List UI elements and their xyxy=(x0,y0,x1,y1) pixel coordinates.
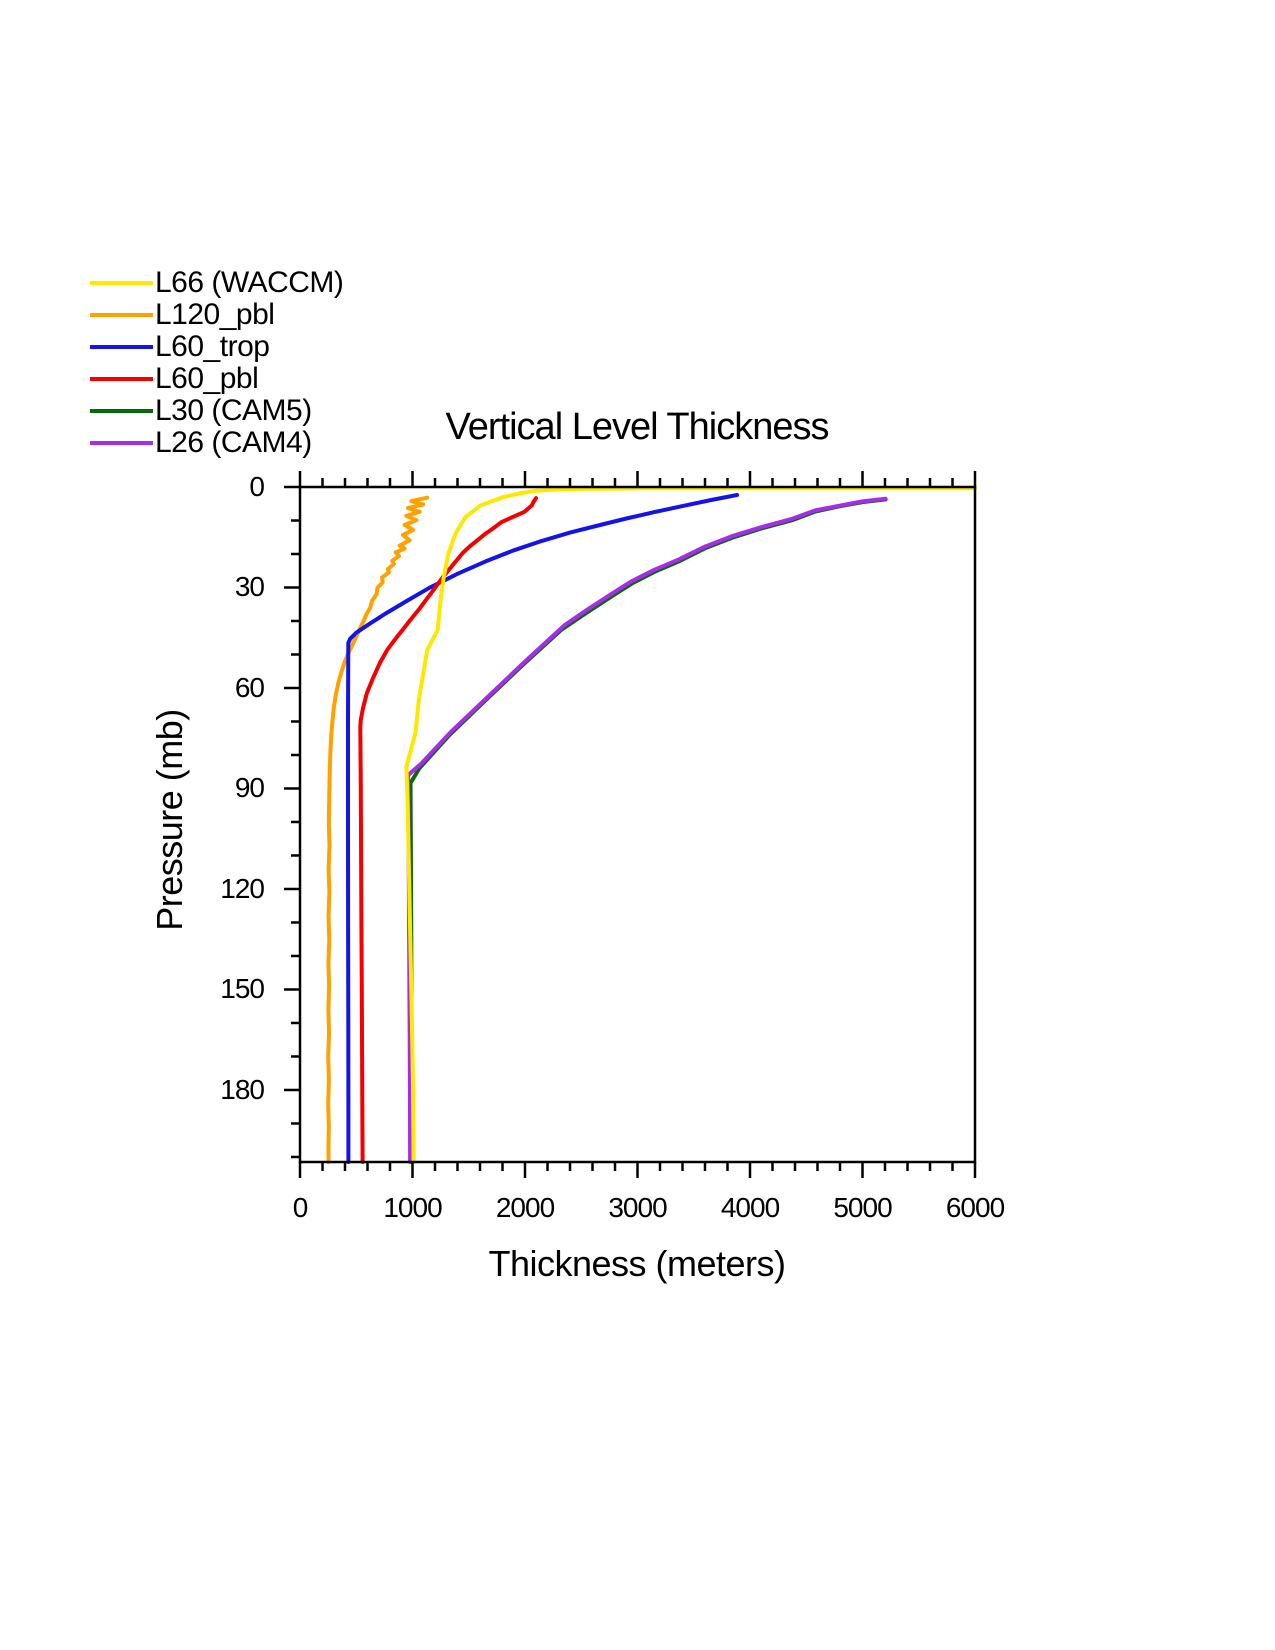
series-line-l60-trop xyxy=(346,493,739,1164)
series-line-l60-pbl xyxy=(358,496,538,1164)
legend-label: L120_pbl xyxy=(155,298,275,331)
legend-label: L30 (CAM5) xyxy=(155,394,312,427)
x-tick-label: 2000 xyxy=(495,1192,555,1223)
y-tick-label: 0 xyxy=(249,471,265,502)
legend-line-swatch xyxy=(90,313,153,317)
legend-item-l60-trop: L60_trop xyxy=(90,331,343,363)
legend-item-l26: L26 (CAM4) xyxy=(90,427,343,459)
legend-item-l66: L66 (WACCM) xyxy=(90,266,344,299)
series-line-l120-pbl xyxy=(326,495,430,1164)
y-tick-label: 30 xyxy=(234,571,265,603)
legend-item-l60-pbl: L60_pbl xyxy=(90,363,343,395)
x-tick-label: 4000 xyxy=(720,1192,780,1223)
series-line-l30-cam5- xyxy=(408,497,888,1164)
legend-label: L66 (WACCM) xyxy=(155,266,344,299)
legend-label: L60_trop xyxy=(155,330,270,363)
legend-line-swatch xyxy=(90,377,153,381)
y-tick-label: 150 xyxy=(220,973,265,1005)
x-tick-label: 0 xyxy=(292,1192,309,1223)
legend-line-swatch xyxy=(90,441,153,445)
legend-item-l120-pbl: L120_pbl xyxy=(90,299,343,331)
y-tick-label: 120 xyxy=(220,872,265,904)
legend-label: L60_pbl xyxy=(155,362,259,395)
series-line-l66-waccm- xyxy=(404,486,977,1164)
x-tick-label: 3000 xyxy=(608,1192,667,1223)
x-tick-label: 5000 xyxy=(833,1192,892,1223)
series-line-l26-cam4- xyxy=(406,496,888,1164)
chart-title: Vertical Level Thickness xyxy=(445,406,830,448)
legend-line-swatch xyxy=(90,409,153,413)
plot-frame xyxy=(298,485,977,1164)
legend-line-swatch xyxy=(90,345,153,349)
x-tick-label: 6000 xyxy=(945,1192,1005,1223)
legend-label: L26 (CAM4) xyxy=(155,426,312,459)
y-tick-label: 60 xyxy=(234,671,265,703)
y-tick-label: 180 xyxy=(220,1073,265,1105)
x-tick-label: 1000 xyxy=(383,1192,442,1223)
y-tick-label: 90 xyxy=(234,772,265,804)
x-axis-title: Thickness (meters) xyxy=(488,1243,786,1284)
legend-line-swatch xyxy=(90,281,153,285)
legend-item-l30: L30 (CAM5) xyxy=(90,395,343,427)
chart-legend: L66 (WACCM) L120_pbl L60_trop L60_pbl L3… xyxy=(90,266,344,459)
